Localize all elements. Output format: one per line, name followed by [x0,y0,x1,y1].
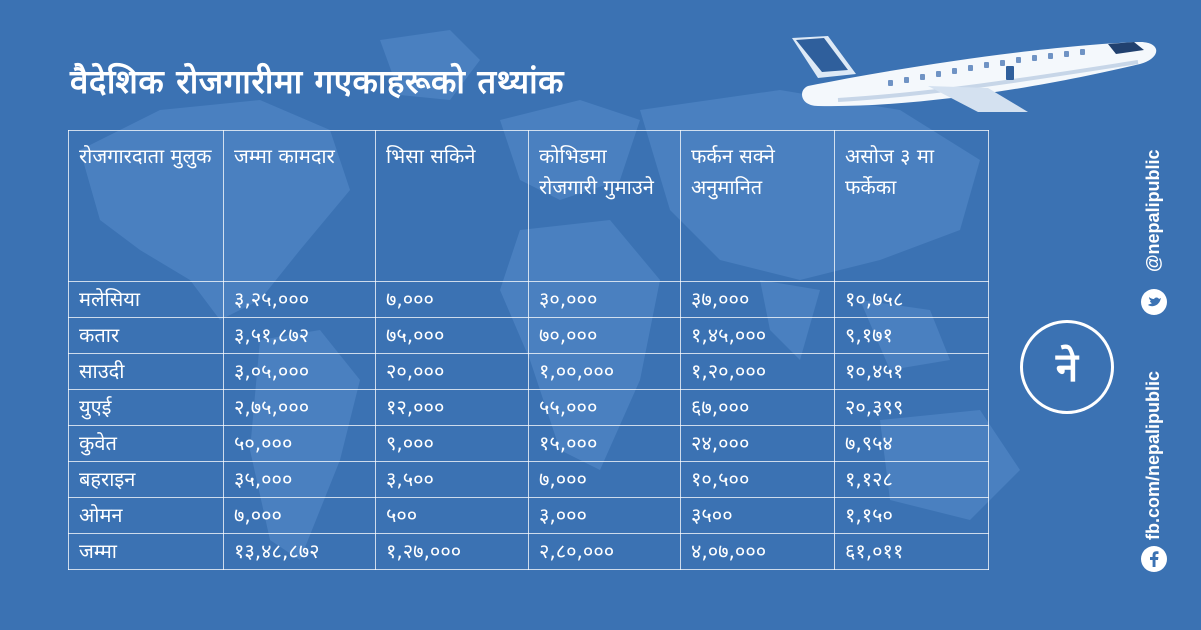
table-cell: ५०,००० [223,425,376,462]
table-cell: कुवेत [68,425,224,462]
table-cell: १,४५,००० [680,317,835,354]
table-cell: ३,००० [528,497,681,534]
table-cell: मलेसिया [68,281,224,318]
table-cell: १०,४५१ [834,353,989,390]
table-cell: १०,७५८ [834,281,989,318]
header-returned-by-asoj-3: असोज ३ मा फर्केका [834,130,989,282]
table-cell: २४,००० [680,425,835,462]
header-total-workers: जम्मा कामदार [223,130,376,282]
table-row: ओमन ७,००० ५०० ३,००० ३५०० १,१५० [68,497,989,534]
table-cell: १,१५० [834,497,989,534]
table-cell: ७,००० [375,281,529,318]
table-header-row: रोजगारदाता मुलुक जम्मा कामदार भिसा सकिने… [68,130,989,282]
header-estimated-returnees: फर्कन सक्ने अनुमानित [680,130,835,282]
page-title: वैदेशिक रोजगारीमा गएकाहरूको तथ्यांक [70,62,565,101]
table-cell: ७०,००० [528,317,681,354]
logo-letter: ने [1055,344,1080,391]
table-cell: ६१,०११ [834,533,989,570]
facebook-handle[interactable]: fb.com/nepalipublic [1143,370,1163,540]
table-cell: १,२७,००० [375,533,529,570]
table-cell: २,७५,००० [223,389,376,426]
table-cell: ७,९५४ [834,425,989,462]
table-cell: साउदी [68,353,224,390]
table-cell: ६७,००० [680,389,835,426]
publisher-logo: ने [1020,320,1114,414]
table-cell: बहराइन [68,461,224,498]
table-cell: ७५,००० [375,317,529,354]
table-cell: १,२०,००० [680,353,835,390]
table-cell: जम्मा [68,533,224,570]
table-cell: ३५०० [680,497,835,534]
table-cell: युएई [68,389,224,426]
table-cell: ३०,००० [528,281,681,318]
employment-data-table: रोजगारदाता मुलुक जम्मा कामदार भिसा सकिने… [68,130,989,570]
header-visa-expired: भिसा सकिने [375,130,529,282]
table-cell: ३,५१,८७२ [223,317,376,354]
table-row: साउदी ३,०५,००० २०,००० १,००,००० १,२०,००० … [68,353,989,390]
twitter-icon[interactable] [1140,288,1168,316]
table-cell: ३५,००० [223,461,376,498]
table-cell: १२,००० [375,389,529,426]
header-lost-jobs-covid: कोभिडमा रोजगारी गुमाउने [528,130,681,282]
table-cell: १०,५०० [680,461,835,498]
table-cell: ओमन [68,497,224,534]
table-cell: २,८०,००० [528,533,681,570]
table-total-row: जम्मा १३,४८,८७२ १,२७,००० २,८०,००० ४,०७,०… [68,533,989,570]
table-cell: १,००,००० [528,353,681,390]
table-cell: १५,००० [528,425,681,462]
table-cell: १३,४८,८७२ [223,533,376,570]
airplane-icon [792,36,1157,112]
table-cell: ५५,००० [528,389,681,426]
table-row: कतार ३,५१,८७२ ७५,००० ७०,००० १,४५,००० ९,१… [68,317,989,354]
table-cell: २०,३९९ [834,389,989,426]
table-row: बहराइन ३५,००० ३,५०० ७,००० १०,५०० १,१२८ [68,461,989,498]
table-cell: ३,२५,००० [223,281,376,318]
table-cell: २०,००० [375,353,529,390]
table-row: युएई २,७५,००० १२,००० ५५,००० ६७,००० २०,३९… [68,389,989,426]
table-cell: ३७,००० [680,281,835,318]
table-row: कुवेत ५०,००० ९,००० १५,००० २४,००० ७,९५४ [68,425,989,462]
table-cell: ९,००० [375,425,529,462]
table-cell: ३,५०० [375,461,529,498]
table-cell: ७,००० [223,497,376,534]
header-country: रोजगारदाता मुलुक [68,130,224,282]
twitter-handle[interactable]: @nepalipublic [1143,149,1163,272]
table-cell: ४,०७,००० [680,533,835,570]
table-row: मलेसिया ३,२५,००० ७,००० ३०,००० ३७,००० १०,… [68,281,989,318]
map-greenland [380,30,480,100]
table-cell: १,१२८ [834,461,989,498]
facebook-icon[interactable] [1140,545,1168,573]
logo-mark: ने [1055,344,1080,391]
table-cell: ७,००० [528,461,681,498]
table-cell: कतार [68,317,224,354]
table-cell: ९,१७१ [834,317,989,354]
table-cell: ५०० [375,497,529,534]
table-cell: ३,०५,००० [223,353,376,390]
